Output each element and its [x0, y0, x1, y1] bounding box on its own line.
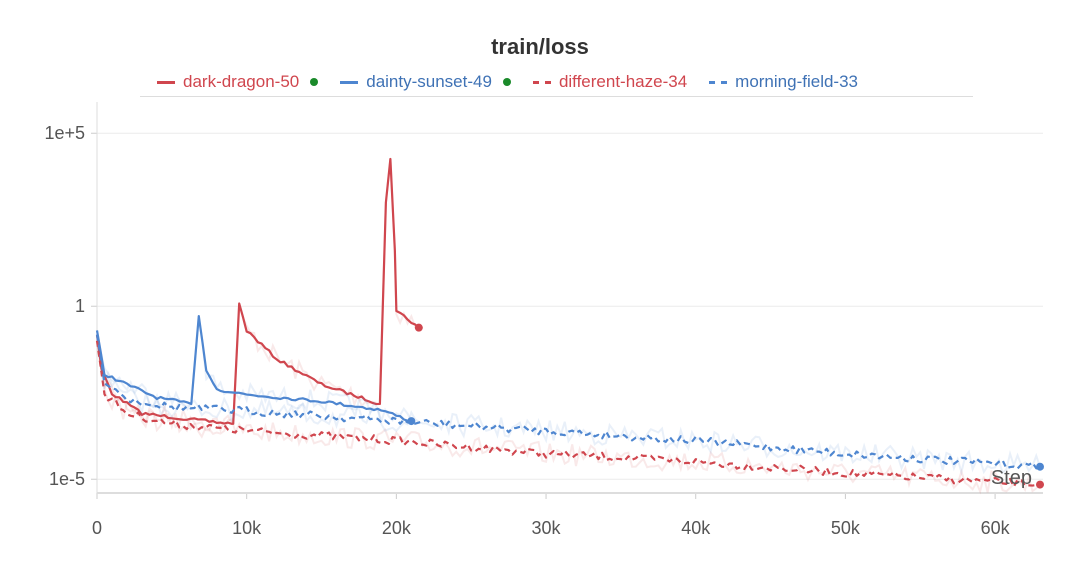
x-tick-label: 60k — [981, 518, 1011, 538]
legend-item-different-haze-34[interactable]: different-haze-34 — [532, 72, 688, 92]
series-end-point — [1036, 462, 1044, 471]
series-raw-band — [96, 158, 420, 434]
legend-swatch — [340, 80, 359, 84]
series-line — [95, 157, 420, 425]
legend-divider — [140, 96, 973, 97]
legend-swatch — [532, 80, 551, 84]
series-line — [95, 314, 412, 423]
y-tick-label: 1 — [75, 296, 85, 316]
series-raw-band — [96, 334, 1041, 476]
x-tick-label: 0 — [92, 518, 102, 538]
legend-label: morning-field-33 — [735, 72, 858, 91]
running-status-icon — [310, 78, 319, 86]
legend-item-dark-dragon-50[interactable]: dark-dragon-50 — [157, 72, 319, 92]
legend-label: different-haze-34 — [558, 72, 688, 91]
series-raw-band — [96, 340, 1041, 495]
running-status-icon — [502, 78, 511, 86]
series-end-point — [414, 323, 423, 332]
series-dark-dragon-50 — [95, 157, 423, 434]
chart-title: train/loss — [491, 34, 589, 59]
series-different-haze-34 — [95, 340, 1044, 495]
x-axis-label: Step — [991, 467, 1032, 489]
legend-item-morning-field-33[interactable]: morning-field-33 — [709, 72, 858, 92]
x-tick-label: 30k — [532, 518, 562, 538]
x-tick-label: 50k — [831, 518, 861, 538]
series-end-point — [1036, 480, 1044, 489]
legend-label: dainty-sunset-49 — [366, 72, 492, 91]
legend-swatch — [709, 80, 728, 84]
x-tick-label: 40k — [681, 518, 711, 538]
x-tick-label: 20k — [382, 518, 412, 538]
legend: dark-dragon-50 dainty-sunset-49 differen… — [157, 72, 858, 92]
x-tick-label: 10k — [232, 518, 262, 538]
legend-swatch — [157, 80, 175, 84]
y-tick-label: 1e+5 — [44, 123, 85, 143]
series-dainty-sunset-49 — [95, 314, 416, 426]
legend-label: dark-dragon-50 — [183, 72, 300, 91]
series-morning-field-33 — [95, 334, 1044, 476]
series-line — [95, 340, 1041, 488]
legend-item-dainty-sunset-49[interactable]: dainty-sunset-49 — [340, 72, 511, 92]
y-tick-label: 1e-5 — [49, 469, 85, 489]
series-line — [95, 334, 1041, 470]
